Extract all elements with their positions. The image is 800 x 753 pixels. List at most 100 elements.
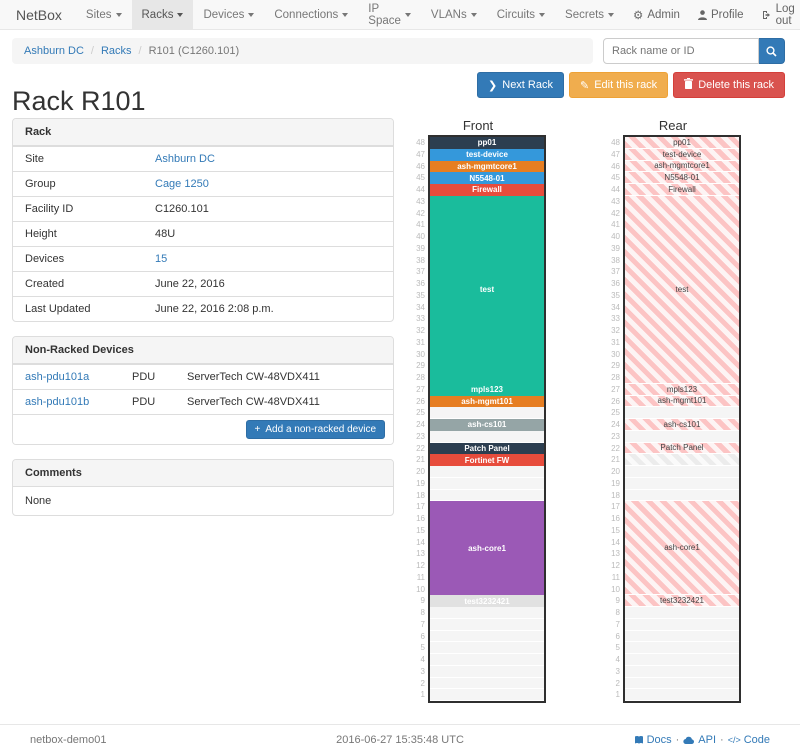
rack-body-rear: pp01 test-device ash-mgmtcore1 N5548-01 Fire… [623,135,741,703]
attr-created: Created June 22, 2016 [13,271,393,296]
unit-number: 21 [416,455,425,465]
nav-profile[interactable]: Profile [689,9,753,21]
unit-number: 38 [416,255,425,265]
site-link[interactable]: Ashburn DC [155,153,215,165]
rack-slot-N5548-01[interactable]: N5548-01 [430,172,544,184]
footer-timestamp: 2016-06-27 15:35:48 UTC [336,734,464,746]
rack-slot-ash-core1[interactable]: ash-core1 [430,501,544,596]
device-link[interactable]: ash-pdu101b [25,396,90,408]
nav-secrets[interactable]: Secrets [555,0,624,29]
edit-rack-button[interactable]: ✎ Edit this rack [569,72,669,98]
rack-slot-empty [430,618,544,631]
api-link[interactable]: API [683,734,716,746]
navbar: NetBox Sites Racks Devices Connections I… [0,0,800,30]
rack-slot-pp01[interactable]: pp01 [430,137,544,149]
rack-slot-empty [625,607,739,619]
rack-slot-test3232421[interactable]: test3232421 [430,595,544,607]
nav-logout[interactable]: Log out [753,3,800,27]
rack-slot-test-device[interactable]: test-device [430,148,544,161]
unit-number: 25 [611,408,620,418]
rack-slot-mpls123[interactable]: mpls123 [430,383,544,396]
nav-sites[interactable]: Sites [76,0,132,29]
code-link[interactable]: </> Code [727,734,771,746]
rack-slot-test[interactable]: test [430,195,544,384]
brand[interactable]: NetBox [16,6,62,23]
nav-devices[interactable]: Devices [193,0,264,29]
unit-number: 35 [611,290,620,300]
attr-site: Site Ashburn DC [13,146,393,171]
rack-slot-ash-mgmt101[interactable]: ash-mgmt101 [430,395,544,408]
unit-number: 46 [611,161,620,171]
unit-number: 15 [416,525,425,535]
unit-number: 28 [611,373,620,382]
rack-slot-empty [625,489,739,502]
search-input[interactable] [603,38,759,64]
unit-number: 40 [416,232,425,241]
add-non-racked-device-button[interactable]: + Add a non-racked device [245,420,385,439]
rack-slot-N5548-01[interactable]: N5548-01 [625,172,739,184]
unit-number: 17 [416,502,425,512]
device-link[interactable]: ash-pdu101a [25,371,90,383]
rack-slot-ash-mgmtcore1[interactable]: ash-mgmtcore1 [625,160,739,173]
unit-number: 44 [611,185,620,194]
page-title: Rack R101 [12,86,146,116]
comments-body: None [25,495,52,507]
breadcrumb-racks[interactable]: Racks [100,45,132,57]
attr-facility-id: Facility ID C1260.101 [13,196,393,221]
nav-connections[interactable]: Connections [264,0,358,29]
unit-number: 20 [416,467,425,476]
docs-link[interactable]: Docs [634,734,672,746]
rack-slot-test-device[interactable]: test-device [625,148,739,161]
unit-number: 14 [416,537,425,547]
rack-slot-Firewall[interactable]: Firewall [625,184,739,196]
rack-slot-ash-cs101[interactable]: ash-cs101 [625,419,739,431]
search-icon [766,45,777,57]
unit-number: 26 [416,396,425,406]
unit-number: 2 [420,678,425,688]
rack-slot-empty [430,430,544,443]
rack-slot-Patch Panel[interactable]: Patch Panel [430,442,544,455]
delete-rack-button[interactable]: Delete this rack [673,72,785,98]
nav-vlans[interactable]: VLANs [421,0,487,29]
unit-number: 48 [611,138,620,147]
unit-number: 30 [416,349,425,359]
unit-number: 32 [611,326,620,335]
unit-number: 10 [611,584,620,594]
nav-admin[interactable]: ⚙ Admin [633,8,680,22]
rack-slot-test[interactable]: test [625,195,739,384]
unit-number: 34 [611,302,620,312]
unit-number: 33 [416,314,425,324]
unit-number: 27 [611,384,620,394]
next-rack-button[interactable]: ❯ Next Rack [477,72,564,98]
unit-number: 46 [416,161,425,171]
nav-circuits[interactable]: Circuits [487,0,555,29]
rack-slot-empty [430,677,544,690]
breadcrumb-site[interactable]: Ashburn DC [24,45,84,57]
nav-ip-space[interactable]: IP Space [358,0,421,29]
rack-slot-pp01[interactable]: pp01 [625,137,739,149]
rack-slot-ash-mgmtcore1[interactable]: ash-mgmtcore1 [430,160,544,173]
search-button[interactable] [759,38,785,64]
rack-slot-ash-core1[interactable]: ash-core1 [625,501,739,596]
rack-panel: Rack Site Ashburn DC Group Cage 1250 Facil… [12,118,394,322]
group-link[interactable]: Cage 1250 [155,178,209,190]
rack-slot-mpls123[interactable]: mpls123 [625,383,739,396]
unit-number: 2 [615,678,620,688]
rack-slot-Patch Panel[interactable]: Patch Panel [625,442,739,455]
devices-link[interactable]: 15 [155,253,168,265]
unit-numbers: 48 47 46 45 44 43 42 41 40 39 38 37 36 35 34 33 32 31 30 29… [410,135,428,703]
user-icon [697,9,707,20]
rack-slot-ash-cs101[interactable]: ash-cs101 [430,419,544,431]
unit-number: 37 [611,267,620,277]
rack-slot-test3232421[interactable]: test3232421 [625,595,739,607]
breadcrumb-current: R101 (C1260.101) [148,45,240,57]
rack-slot-Firewall[interactable]: Firewall [430,184,544,196]
code-icon: </> [727,735,741,745]
unit-number: 37 [416,267,425,277]
unit-number: 7 [420,619,425,629]
unit-number: 1 [420,690,425,700]
unit-number: 12 [611,561,620,570]
nav-racks[interactable]: Racks [131,0,194,29]
rack-slot-ash-mgmt101[interactable]: ash-mgmt101 [625,395,739,408]
rack-slot-Fortinet FW[interactable]: Fortinet FW [430,454,544,466]
